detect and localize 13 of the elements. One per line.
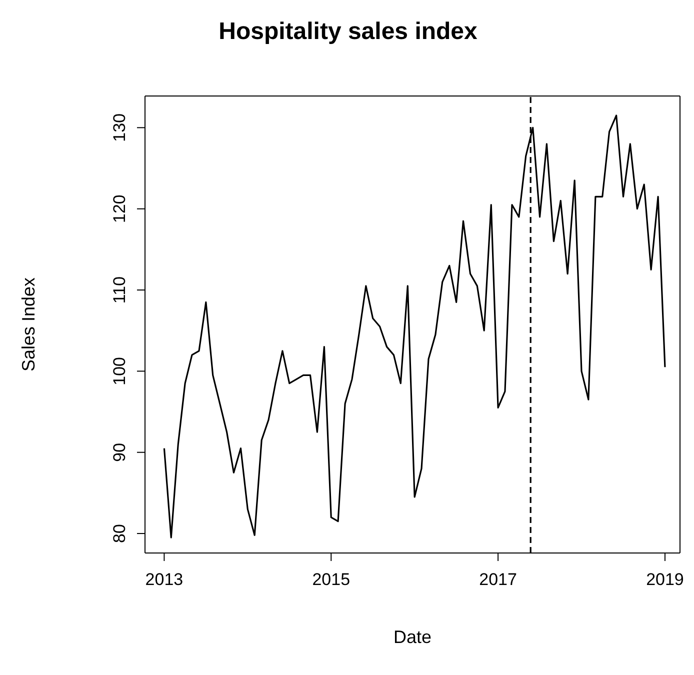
x-tick-label: 2015 [312,570,350,590]
y-axis-title: Sales Index [18,277,38,372]
y-tick-label: 90 [110,442,129,462]
y-tick-label: 80 [110,524,129,543]
chart-title: Hospitality sales index [218,18,478,46]
y-tick-label: 120 [110,194,129,224]
x-axis-title: Date [393,627,432,647]
x-tick-label: 2017 [479,570,517,590]
y-tick-label: 110 [110,276,129,304]
x-tick-label: 2013 [145,570,184,590]
y-tick-label: 130 [110,113,129,142]
x-tick-label: 2019 [646,570,684,590]
y-tick-label: 100 [110,356,129,386]
